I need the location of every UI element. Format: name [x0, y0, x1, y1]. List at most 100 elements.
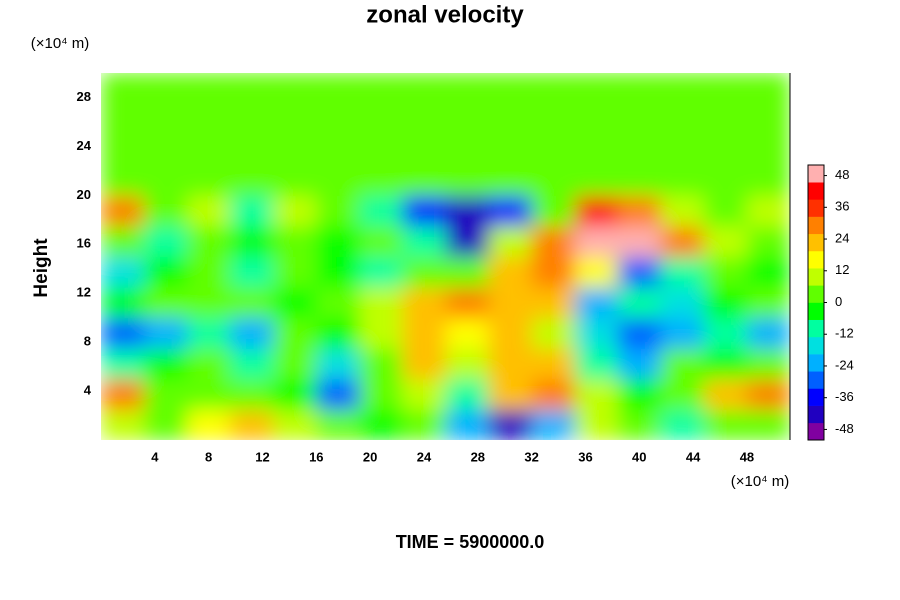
time-annotation: TIME = 5900000.0 — [396, 532, 545, 552]
heatmap-cell — [617, 195, 662, 227]
heatmap-cell — [746, 103, 790, 135]
colorbar-tick-label: -48 — [835, 421, 854, 436]
heatmap-cell — [660, 409, 705, 440]
heatmap-cell — [574, 287, 619, 319]
heatmap-cell — [187, 348, 231, 380]
heatmap-cell — [445, 317, 490, 349]
heatmap-cell — [101, 317, 145, 349]
y-tick-label: 24 — [77, 138, 92, 153]
heatmap-cell — [144, 164, 188, 196]
heatmap-cell — [187, 164, 231, 196]
heatmap-cell — [703, 73, 748, 105]
heatmap-cell — [402, 378, 446, 410]
heatmap-cell — [703, 409, 748, 440]
heatmap-cell — [660, 256, 705, 288]
heatmap-cell — [617, 409, 662, 440]
colorbar-swatch — [808, 250, 824, 269]
heatmap-cell — [617, 256, 662, 288]
heatmap-cell — [531, 287, 576, 319]
y-tick-label: 8 — [84, 334, 91, 349]
heatmap-cell — [445, 378, 490, 410]
heatmap-cell — [703, 378, 748, 410]
heatmap-cell — [660, 348, 705, 380]
heatmap-cell — [488, 378, 533, 410]
heatmap-cell — [746, 409, 790, 440]
x-tick-label: 8 — [205, 449, 212, 464]
heatmap-cell — [144, 195, 188, 227]
heatmap-cell — [316, 287, 360, 319]
colorbar-swatch — [808, 165, 824, 183]
heatmap-cell — [574, 195, 619, 227]
colorbar: -48 -36 -24 -12 0 12 24 36 48 — [807, 164, 854, 441]
colorbar-swatch — [808, 422, 824, 441]
heatmap-cell — [617, 225, 662, 257]
heatmap-cell — [359, 409, 403, 440]
chart-title: zonal velocity — [366, 1, 524, 28]
x-tick-label: 20 — [363, 449, 377, 464]
heatmap-cell — [488, 134, 533, 166]
x-tick-label: 12 — [255, 449, 269, 464]
heatmap-cell — [359, 195, 403, 227]
heatmap-cell — [101, 73, 145, 105]
heatmap-cell — [746, 73, 790, 105]
heatmap-cell — [531, 317, 576, 349]
heatmap-cell — [746, 134, 790, 166]
heatmap-cell — [445, 348, 490, 380]
heatmap-cell — [574, 348, 619, 380]
heatmap-cell — [359, 225, 403, 257]
heatmap-cell — [488, 348, 533, 380]
heatmap-cell — [316, 73, 360, 105]
heatmap-cell — [703, 256, 748, 288]
heatmap-cell — [617, 348, 662, 380]
heatmap-cell — [574, 134, 619, 166]
heatmap-cell — [273, 164, 317, 196]
heatmap-cell — [273, 317, 317, 349]
x-tick-label: 44 — [686, 449, 701, 464]
heatmap-cell — [660, 317, 705, 349]
heatmap-cell — [101, 348, 145, 380]
heatmap-cell — [531, 164, 576, 196]
heatmap-cell — [230, 164, 274, 196]
heatmap-cell — [531, 378, 576, 410]
heatmap-cell — [359, 287, 403, 319]
heatmap-cell — [660, 134, 705, 166]
heatmap-cell — [316, 378, 360, 410]
heatmap-cell — [445, 195, 490, 227]
x-tick-label: 48 — [740, 449, 754, 464]
heatmap-cell — [617, 103, 662, 135]
heatmap-cell — [445, 73, 490, 105]
heatmap-cell — [101, 409, 145, 440]
heatmap-cell — [402, 287, 446, 319]
colorbar-swatch — [808, 354, 824, 372]
y-tick-label: 16 — [77, 236, 91, 251]
heatmap-cell — [187, 73, 231, 105]
heatmap-cell — [359, 73, 403, 105]
heatmap-cell — [531, 73, 576, 105]
heatmap-cell — [144, 317, 188, 349]
colorbar-swatch — [808, 388, 824, 406]
heatmap-cells — [101, 73, 790, 440]
heatmap-cell — [402, 225, 446, 257]
heatmap-cell — [187, 317, 231, 349]
heatmap-cell — [101, 256, 145, 288]
x-tick-label: 4 — [151, 449, 159, 464]
heatmap-cell — [230, 103, 274, 135]
heatmap-cell — [144, 73, 188, 105]
heatmap-cell — [746, 164, 790, 196]
heatmap-cell — [746, 317, 790, 349]
heatmap-cell — [402, 134, 446, 166]
heatmap-cell — [531, 103, 576, 135]
heatmap-cell — [402, 73, 446, 105]
heatmap-cell — [703, 317, 748, 349]
heatmap-cell — [273, 378, 317, 410]
heatmap-cell — [746, 256, 790, 288]
heatmap-cell — [445, 256, 490, 288]
heatmap-cell — [746, 225, 790, 257]
heatmap-cell — [703, 195, 748, 227]
colorbar-tick-label: -24 — [835, 357, 854, 372]
heatmap-cell — [230, 73, 274, 105]
heatmap-cell — [445, 134, 490, 166]
heatmap-cell — [703, 164, 748, 196]
heatmap-cell — [273, 287, 317, 319]
